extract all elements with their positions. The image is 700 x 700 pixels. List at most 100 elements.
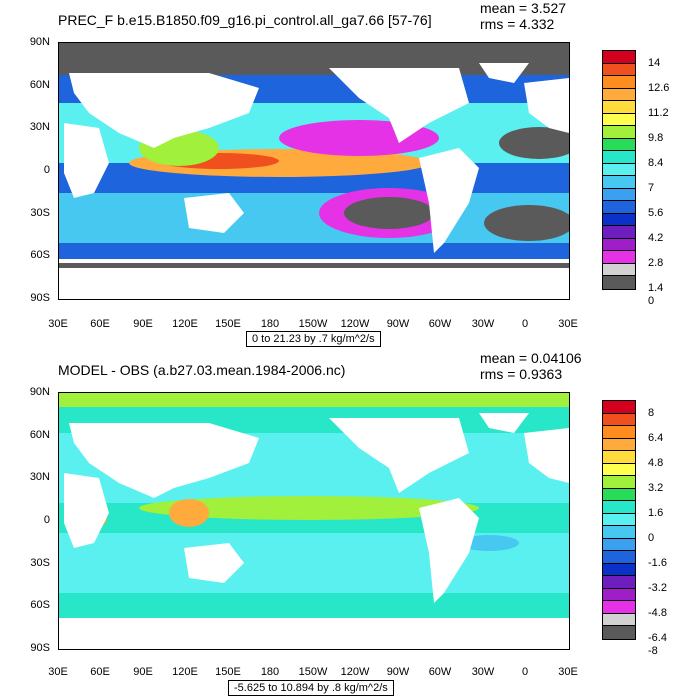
lon-label: 30W [471, 318, 495, 330]
colorbar-swatch [603, 563, 635, 577]
colorbar-swatch [603, 126, 635, 139]
lon-label: 90E [133, 318, 153, 330]
colorbar-swatch [603, 551, 635, 564]
colorbar-swatch [603, 226, 635, 239]
colorbar-swatch [603, 88, 635, 102]
atlantic-bias [459, 535, 519, 551]
land-north-america [329, 418, 469, 493]
colorbar-swatch [603, 476, 635, 489]
rms-value: rms = 0.9363 [480, 366, 563, 382]
lat-label: 60N [29, 79, 50, 91]
colorbar-swatch [603, 176, 635, 189]
panel-title: MODEL - OBS (a.b27.03.mean.1984-2006.nc) [58, 362, 346, 378]
colorbar-label: 0 [648, 294, 655, 307]
lon-label: 0 [521, 666, 529, 678]
lat-label: 30N [29, 121, 50, 133]
bias-map-canvas [59, 393, 569, 649]
lat-label: 90S [30, 292, 50, 304]
bias-panel: MODEL - OBS (a.b27.03.mean.1984-2006.nc)… [0, 350, 700, 700]
colorbar-swatch [603, 538, 635, 552]
colorbar-label: -8 [648, 644, 658, 657]
colorbar-label: 8 [648, 406, 655, 419]
lon-label: 120W [340, 666, 370, 678]
colorbar-swatch [603, 113, 635, 127]
colorbar-label: 4.8 [648, 456, 664, 469]
colorbar-label: 11.2 [648, 106, 669, 119]
land-australia [184, 543, 244, 583]
precip-map-canvas [59, 43, 569, 299]
lat-label: 60N [29, 429, 50, 441]
colorbar-swatch [603, 151, 635, 164]
lon-label: 30E [558, 318, 578, 330]
lon-label: 150E [215, 666, 241, 678]
lon-label: 30W [471, 666, 495, 678]
colorbar-swatch [603, 238, 635, 252]
colorbar-label: 6.4 [648, 431, 664, 444]
land-greenland [479, 413, 529, 433]
colorbar-label: -1.6 [648, 556, 667, 569]
mean-value: mean = 0.04106 [480, 350, 582, 366]
colorbar-swatch [603, 188, 635, 202]
colorbar-swatch [603, 426, 635, 439]
colorbar-label: 2.8 [648, 256, 664, 269]
dry-core-satl [484, 205, 569, 241]
colorbar-swatch [603, 263, 635, 277]
precip-panel: PREC_F b.e15.B1850.f09_g16.pi_control.al… [29, 0, 670, 347]
colorbar-swatch [603, 51, 635, 64]
lon-label: 120W [340, 318, 370, 330]
precip-map [58, 42, 570, 300]
panel-title: PREC_F b.e15.B1850.f09_g16.pi_control.al… [58, 12, 432, 28]
lon-label: 90E [133, 666, 153, 678]
lon-label: 120E [172, 666, 198, 678]
colorbar-swatch [603, 626, 635, 639]
colorbar-label: 4.2 [648, 231, 664, 244]
colorbar-label: -4.8 [648, 606, 667, 619]
colorbar-swatch [603, 201, 635, 214]
land-eurasia [69, 423, 259, 498]
colorbar-label: 14 [648, 56, 661, 69]
colorbar-swatch [603, 76, 635, 89]
colorbar-swatch [603, 613, 635, 627]
lon-label: 90W [386, 666, 410, 678]
colorbar-label: 1.4 [648, 282, 664, 294]
colorbar-swatch [603, 213, 635, 227]
colorbar-swatch [603, 601, 635, 614]
lat-label: 60S [30, 599, 50, 611]
colorbar-swatch [603, 576, 635, 589]
lat-label: 0 [43, 164, 50, 176]
rms-value: rms = 4.332 [480, 16, 555, 32]
southern-band [59, 193, 569, 243]
lon-label: 180 [260, 318, 280, 330]
lat-label: 90S [30, 642, 50, 654]
lon-label: 180 [260, 666, 280, 678]
colorbar-label: 12.6 [648, 81, 670, 94]
itcz-bias [139, 496, 479, 520]
colorbar [602, 50, 636, 290]
bias-map [58, 392, 570, 650]
colorbar-label: 1.6 [648, 506, 664, 519]
lon-label: 90W [386, 318, 410, 330]
mean-value: mean = 3.527 [480, 0, 567, 16]
lat-label: 60S [30, 249, 50, 261]
colorbar-swatch [603, 101, 635, 114]
colorbar-label: 9.8 [648, 131, 664, 144]
lon-label: 60E [90, 666, 110, 678]
lon-label: 150E [215, 318, 241, 330]
land-antarctica [59, 268, 569, 299]
lat-label: 0 [43, 514, 50, 526]
lon-label: 60E [90, 318, 110, 330]
colorbar-swatch [603, 438, 635, 452]
colorbar-swatch [603, 276, 635, 289]
colorbar-swatch [603, 138, 635, 152]
lat-label: 30S [30, 207, 50, 219]
lon-label: 30E [558, 666, 578, 678]
colorbar-swatch [603, 488, 635, 502]
colorbar-swatch [603, 413, 635, 427]
colorbar-label: 5.6 [648, 206, 664, 219]
land-greenland [479, 63, 529, 83]
range-note: -5.625 to 10.894 by .8 kg/m^2/s [228, 680, 394, 696]
colorbar-swatch [603, 513, 635, 527]
lat-label: 90N [29, 36, 50, 48]
lon-label: 150W [298, 318, 328, 330]
dry-core-natl [499, 127, 569, 159]
